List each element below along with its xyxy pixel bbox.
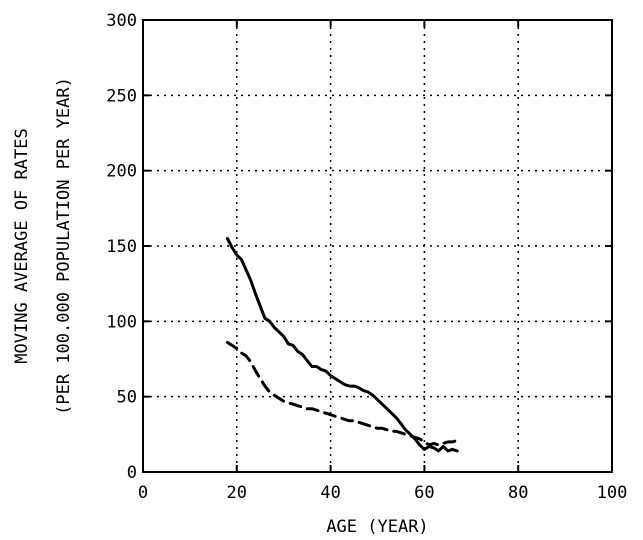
x-tick-label: 60 — [414, 483, 434, 503]
y-tick-label: 0 — [127, 463, 137, 483]
grid-lines — [143, 20, 612, 472]
series-line-dashed — [225, 340, 459, 447]
x-tick-label: 80 — [508, 483, 528, 503]
y-tick-labels: 0 50 100 150 200 250 300 — [106, 11, 137, 483]
y-tick-label: 200 — [106, 162, 137, 182]
data-series — [225, 237, 459, 453]
x-tick-label: 40 — [320, 483, 340, 503]
y-tick-label: 100 — [106, 312, 137, 332]
x-tick-label: 100 — [597, 483, 628, 503]
y-tick-label: 50 — [117, 388, 137, 408]
y-axis-title-line-2: (PER 100.000 POPULATION PER YEAR) — [54, 77, 74, 415]
y-tick-label: 150 — [106, 237, 137, 257]
y-tick-label: 300 — [106, 11, 137, 31]
y-axis-title-line-1: MOVING AVERAGE OF RATES — [12, 128, 32, 363]
x-tick-label: 0 — [138, 483, 148, 503]
x-tick-labels: 0 20 40 60 80 100 — [138, 483, 627, 503]
axis-ticks — [142, 19, 613, 473]
x-tick-label: 20 — [227, 483, 247, 503]
y-tick-label: 250 — [106, 86, 137, 106]
x-axis-title: AGE (YEAR) — [326, 517, 428, 537]
series-line-solid — [225, 237, 459, 453]
